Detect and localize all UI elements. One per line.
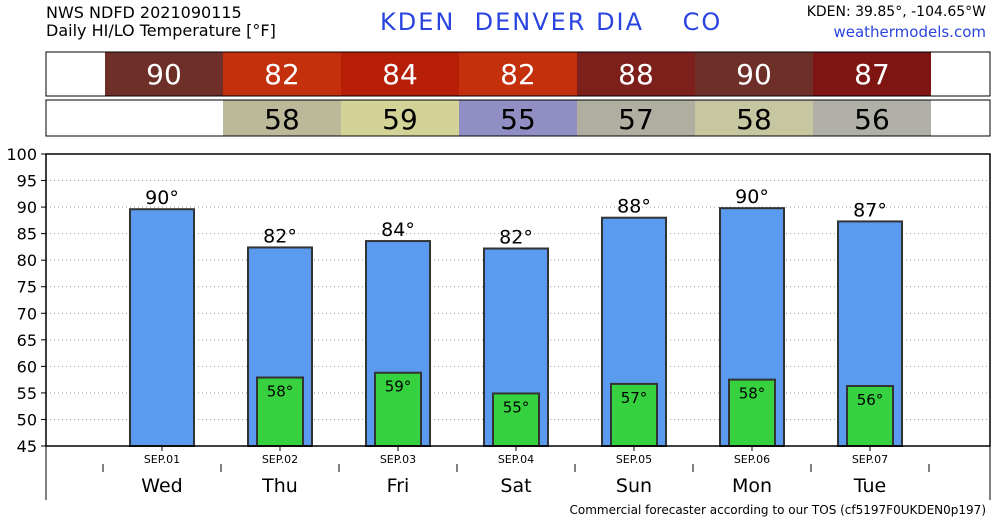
y-tick-label: 95 [17, 172, 37, 191]
x-day-label: Fri [387, 475, 410, 497]
low-cell [695, 100, 813, 136]
high-bar-label: 87° [853, 199, 887, 221]
low-bar [728, 378, 776, 447]
low-bar-label: 58° [739, 385, 766, 403]
high-cell [813, 52, 931, 96]
high-bar-label: 84° [381, 219, 415, 241]
low-cell [459, 100, 577, 136]
y-tick-label: 55 [17, 384, 37, 403]
hi-lo-strips: 90 82 84 82 88 90 87 58 59 55 57 58 56 [45, 51, 991, 137]
high-cell [223, 52, 341, 96]
low-cell [223, 100, 341, 136]
high-bar-label: 90° [735, 186, 769, 208]
high-cell [341, 52, 459, 96]
high-cell [105, 52, 223, 96]
high-bar-label: 88° [617, 196, 651, 218]
x-day-label: Sun [616, 475, 652, 497]
low-cell [577, 100, 695, 136]
low-cell-value: 57 [618, 103, 654, 136]
x-date-label: SEP.02 [262, 453, 298, 466]
chart-title: NWS NDFD 2021090115 [46, 3, 242, 22]
low-bar [256, 376, 304, 447]
high-cell [577, 52, 695, 96]
x-date-label: SEP.01 [144, 453, 180, 466]
high-cell-value: 90 [146, 58, 182, 91]
x-day-label: Mon [732, 475, 772, 497]
x-date-label: SEP.04 [498, 453, 534, 466]
station-name: KDEN DENVER DIA CO [380, 8, 723, 36]
x-day-label: Wed [141, 475, 182, 497]
low-bar-label: 58° [267, 383, 294, 401]
low-bar [492, 392, 540, 448]
footer-note: Commercial forecaster according to our T… [569, 503, 986, 517]
y-tick-label: 85 [17, 225, 37, 244]
high-cell [695, 52, 813, 96]
x-day-label: Thu [261, 475, 298, 497]
low-bar [374, 371, 422, 448]
y-tick-label: 65 [17, 331, 37, 350]
high-cell-value: 87 [854, 58, 890, 91]
y-tick-label: 50 [17, 410, 37, 429]
high-cell-value: 88 [618, 58, 654, 91]
station-coordinates: KDEN: 39.85°, -104.65°W [806, 4, 986, 20]
y-tick-label: 100 [6, 145, 37, 164]
high-cell-value: 82 [500, 58, 536, 91]
low-cell [813, 100, 931, 136]
y-tick-label: 80 [17, 251, 37, 270]
y-tick-label: 75 [17, 278, 37, 297]
high-bar-label: 82° [263, 225, 297, 247]
y-tick-label: 90 [17, 198, 37, 217]
high-cell [459, 52, 577, 96]
high-cell-value: 84 [382, 58, 418, 91]
low-bar [610, 382, 658, 447]
plot-frame [45, 153, 991, 447]
low-cell-value: 58 [736, 103, 772, 136]
low-cell-value: 58 [264, 103, 300, 136]
low-bar-label: 57° [621, 389, 648, 407]
y-tick-label: 45 [17, 437, 37, 456]
low-cell-value: 56 [854, 103, 890, 136]
high-bar-label: 90° [145, 187, 179, 209]
low-bar-label: 59° [385, 378, 412, 396]
x-day-label: Tue [853, 475, 886, 497]
high-cell-value: 90 [736, 58, 772, 91]
site-link[interactable]: weathermodels.com [833, 23, 986, 41]
high-strip-border [45, 51, 991, 97]
y-tick-label: 70 [17, 304, 37, 323]
x-date-label: SEP.03 [380, 453, 416, 466]
high-bar-label: 82° [499, 227, 533, 249]
high-cell-value: 82 [264, 58, 300, 91]
chart-subtitle: Daily HI/LO Temperature [°F] [46, 21, 276, 40]
x-date-label: SEP.05 [616, 453, 652, 466]
low-cell-value: 59 [382, 103, 418, 136]
high-bar [129, 208, 195, 447]
low-strip-border [45, 99, 991, 137]
low-cell-value: 55 [500, 103, 536, 136]
low-cell [341, 100, 459, 136]
low-bar-label: 56° [857, 391, 884, 409]
x-date-label: SEP.06 [734, 453, 770, 466]
low-bar-label: 55° [503, 398, 530, 416]
x-day-label: Sat [500, 475, 531, 497]
y-tick-label: 60 [17, 357, 37, 376]
x-date-label: SEP.07 [852, 453, 888, 466]
